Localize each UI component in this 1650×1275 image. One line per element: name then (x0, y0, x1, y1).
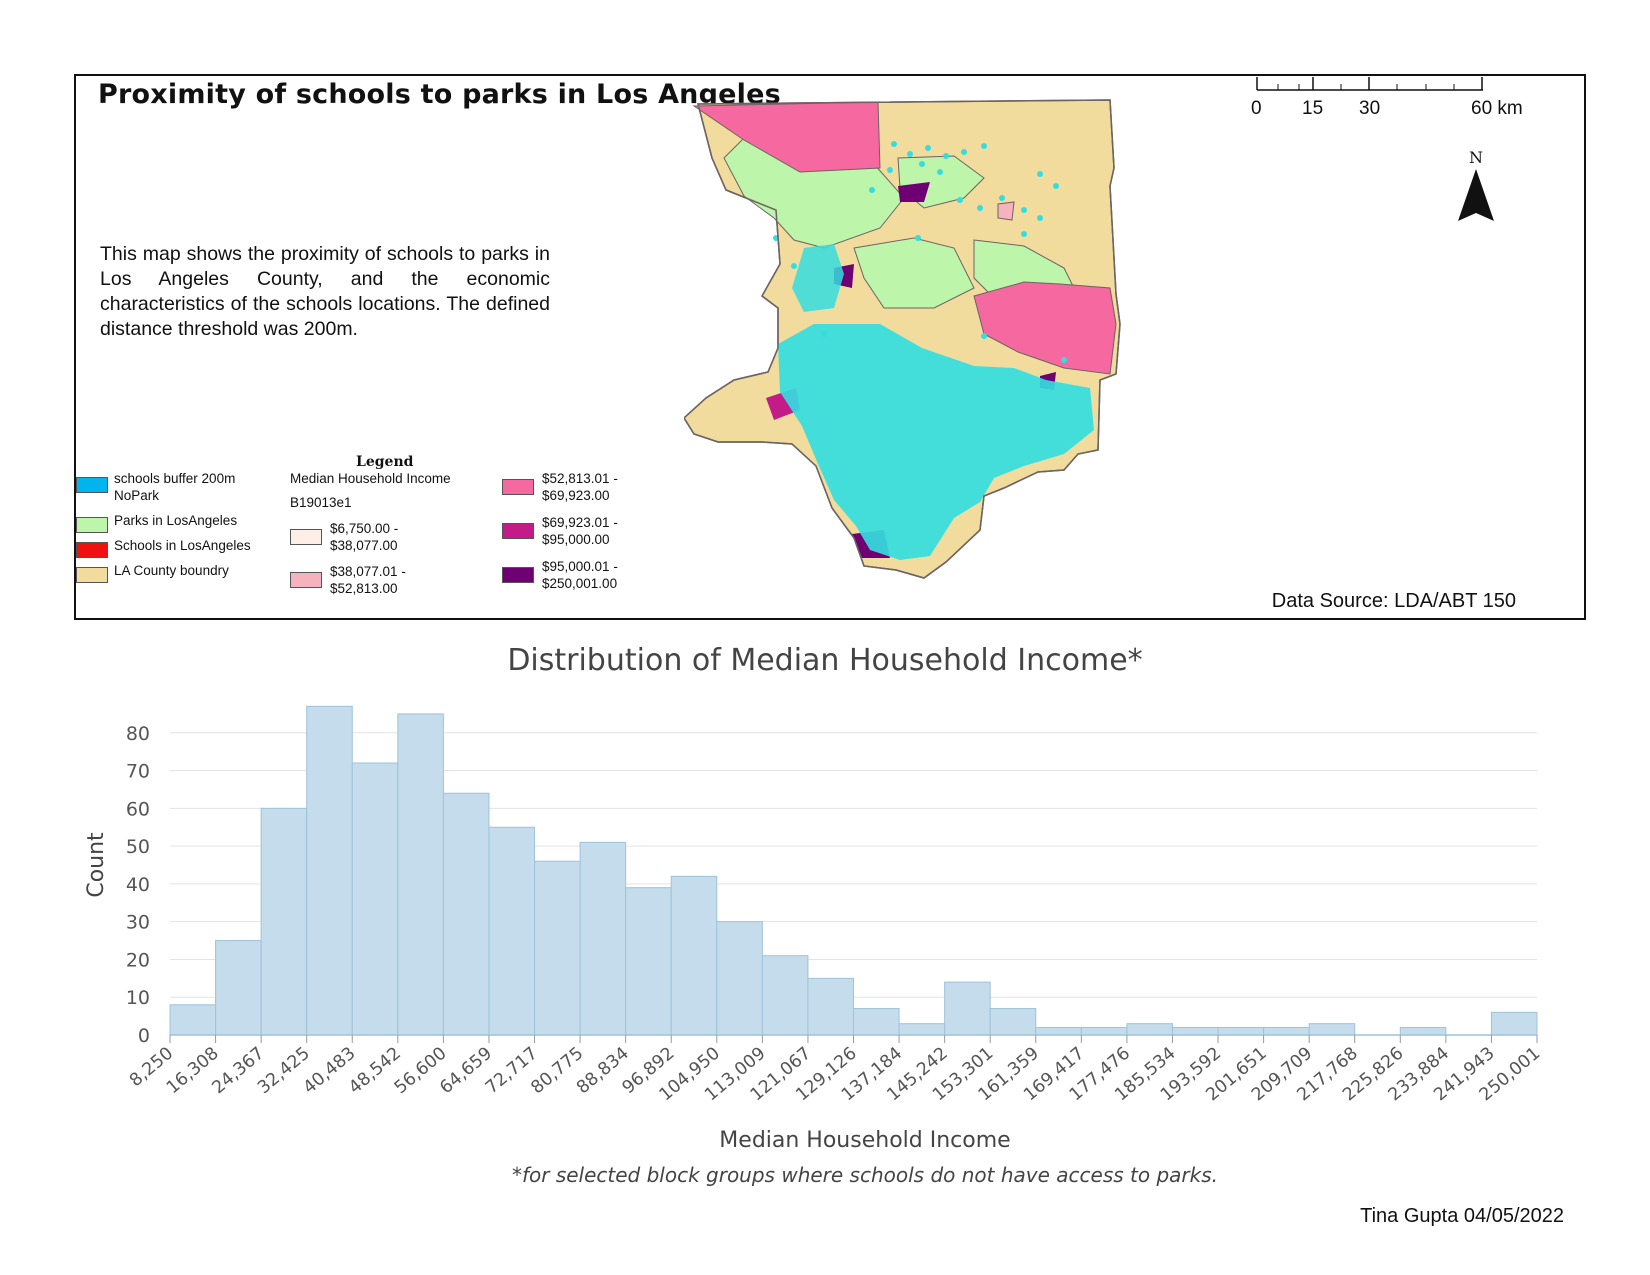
y-tick-label: 70 (126, 761, 150, 783)
histogram-bar (579, 841, 627, 1036)
histogram-bar (1217, 1026, 1265, 1036)
legend-swatch (76, 567, 108, 583)
legend-swatch (502, 523, 534, 539)
histogram-bar (215, 940, 262, 1036)
school-buffer-north (792, 244, 844, 312)
school-buffer-cluster (778, 324, 1094, 560)
scale-label-0: 0 (1251, 98, 1262, 119)
histogram-bar (1399, 1026, 1447, 1036)
legend-label: $69,923.01 - $95,000.00 (542, 515, 618, 547)
chart-title: Distribution of Median Household Income* (507, 643, 1143, 678)
histogram-bar (853, 1008, 900, 1036)
north-arrow-icon (1458, 169, 1494, 221)
legend-income-field-name: B19013e1 (290, 495, 352, 510)
scale-bar-graphic (1256, 77, 1483, 91)
y-tick-label: 80 (126, 723, 150, 745)
histogram-bar (761, 955, 809, 1036)
scale-label-60: 60 km (1471, 98, 1523, 119)
legend-income-heading: Median Household Income (290, 470, 451, 487)
histogram-bar (169, 1004, 217, 1036)
y-tick-label: 10 (126, 987, 150, 1009)
legend-label: LA County boundry (114, 563, 229, 578)
data-source: Data Source: LDA/ABT 150 (1271, 590, 1516, 612)
histogram-bar (1490, 1011, 1538, 1036)
chart-x-axis-title: Median Household Income (719, 1128, 1011, 1153)
la-county-map (684, 99, 1121, 579)
chart-note: *for selected block groups where schools… (511, 1163, 1219, 1187)
histogram-bar (1080, 1026, 1128, 1036)
legend-swatch (502, 479, 534, 495)
histogram-bar (1171, 1026, 1219, 1036)
histogram-bar (944, 981, 991, 1036)
author-credit: Tina Gupta 04/05/2022 (1360, 1205, 1564, 1227)
histogram-bar (534, 860, 581, 1036)
histogram-bar (807, 977, 855, 1036)
histogram-bar (351, 762, 399, 1036)
legend-swatch (290, 572, 322, 588)
histogram-bar (716, 921, 763, 1036)
histogram-bar (1263, 1026, 1310, 1036)
income-histogram: 010203040506070808,25016,30824,36732,425… (84, 705, 1544, 1105)
legend-label: $52,813.01 - $69,923.00 (542, 471, 618, 503)
scale-label-15: 15 (1302, 98, 1324, 119)
histogram-bar (1126, 1023, 1173, 1036)
y-tick-label: 40 (126, 874, 150, 896)
histogram-bar (1035, 1026, 1082, 1036)
legend-title: Legend (356, 454, 414, 470)
map-layout-frame: Proximity of schools to parks in Los Ang… (74, 74, 1586, 620)
y-axis-title: Count (84, 832, 109, 898)
legend-label: $6,750.00 - $38,077.00 (330, 521, 399, 553)
histogram-bar (898, 1023, 946, 1036)
legend-swatch (76, 542, 108, 558)
map-description: This map shows the proximity of schools … (100, 243, 550, 340)
histogram-bar (625, 887, 672, 1036)
legend-swatch (290, 529, 322, 545)
legend-label: schools buffer 200m NoPark (114, 471, 236, 503)
histogram-bar (488, 826, 536, 1036)
income-small-pink (997, 201, 1015, 221)
histogram-bar (442, 792, 490, 1036)
north-arrow: N (1456, 148, 1496, 227)
north-label: N (1469, 148, 1483, 167)
y-tick-label: 0 (138, 1025, 150, 1047)
histogram-bar (989, 1008, 1037, 1036)
scale-bar: 0 15 30 60 km (1251, 76, 1523, 119)
legend-label: Schools in LosAngeles (114, 538, 251, 553)
histogram-bar (1308, 1023, 1356, 1036)
legend-label: $38,077.01 - $52,813.00 (330, 564, 406, 596)
histogram-bar (260, 807, 308, 1036)
y-tick-label: 50 (126, 836, 150, 858)
histogram-bar (306, 705, 353, 1036)
histogram-bar (670, 875, 718, 1036)
legend-swatch (76, 477, 108, 493)
map-title: Proximity of schools to parks in Los Ang… (98, 79, 781, 110)
legend-label: Parks in LosAngeles (114, 513, 238, 528)
school-points (773, 141, 1067, 363)
histogram-bar (397, 713, 444, 1036)
park-central (853, 237, 975, 309)
income-top-northeast (898, 182, 930, 202)
y-tick-label: 20 (126, 949, 150, 971)
legend-income-field: B19013e1 (290, 494, 352, 511)
y-tick-label: 30 (126, 912, 150, 934)
legend-swatch (502, 567, 534, 583)
legend-income-title: Median Household Income (290, 471, 451, 486)
income-high-east (973, 281, 1117, 375)
legend-swatch (76, 517, 108, 533)
legend-label: $95,000.01 - $250,001.00 (542, 559, 618, 591)
y-tick-label: 60 (126, 798, 150, 820)
scale-label-30: 30 (1359, 98, 1381, 119)
